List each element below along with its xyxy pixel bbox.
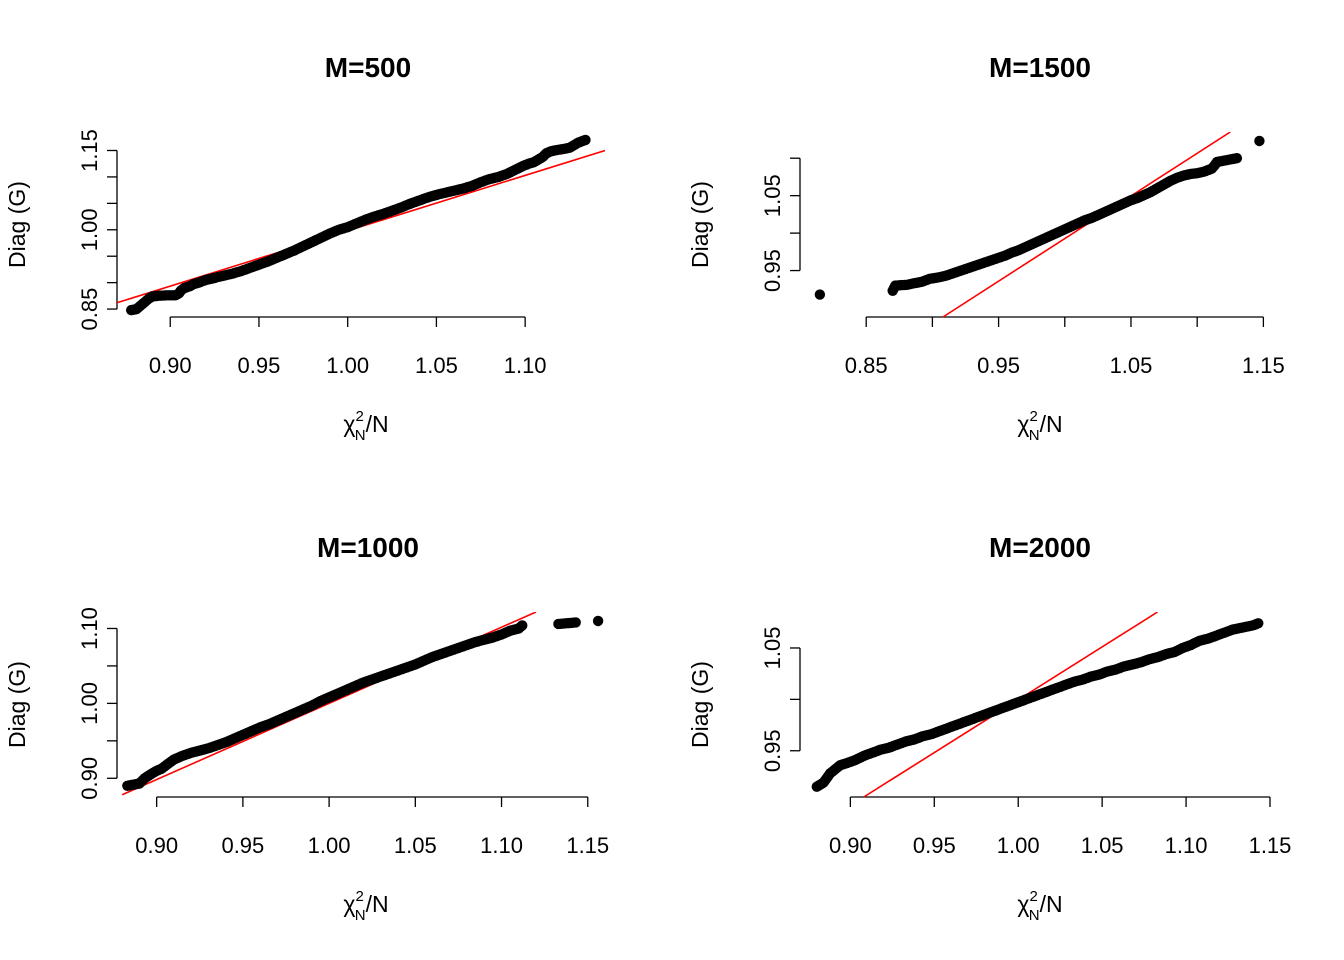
x-tick-label: 1.00 bbox=[308, 833, 351, 858]
data-points bbox=[122, 615, 604, 791]
y-tick-label: 0.90 bbox=[77, 757, 102, 800]
x-tick-label: 1.05 bbox=[415, 353, 458, 378]
x-tick-label: 1.00 bbox=[997, 833, 1040, 858]
panel-m-1000: M=1000 0.90 0.95 1.00 1.05 1.10 1.15 0.90 1.00 1.… bbox=[4, 532, 609, 924]
x-axis-label: χ2 N/N bbox=[343, 408, 388, 444]
x-axis-label: χ2 N/N bbox=[1017, 408, 1062, 444]
x-tick-label: 0.95 bbox=[221, 833, 264, 858]
x-tick-label: 0.90 bbox=[149, 353, 192, 378]
y-tick-label: 1.00 bbox=[77, 682, 102, 725]
y-axis-label: Diag (G) bbox=[687, 181, 713, 268]
x-tick-label: 1.05 bbox=[394, 833, 437, 858]
data-point bbox=[570, 617, 581, 628]
x-tick-label: 1.10 bbox=[480, 833, 523, 858]
x-tick-label: 1.05 bbox=[1081, 833, 1124, 858]
x-tick-label: 0.90 bbox=[829, 833, 872, 858]
x-tick-label: 1.15 bbox=[1242, 353, 1285, 378]
data-point bbox=[1254, 135, 1265, 147]
x-tick-label: 0.95 bbox=[913, 833, 956, 858]
y-axis-label: Diag (G) bbox=[4, 181, 30, 268]
x-tick-label: 1.05 bbox=[1110, 353, 1153, 378]
y-tick-label: 1.15 bbox=[77, 129, 102, 172]
x-tick-label: 0.95 bbox=[238, 353, 281, 378]
panel-title: M=1000 bbox=[317, 532, 419, 563]
x-tick-label: 0.90 bbox=[135, 833, 178, 858]
x-tick-label: 1.15 bbox=[1249, 833, 1292, 858]
data-points bbox=[814, 135, 1265, 300]
panel-title: M=2000 bbox=[989, 532, 1091, 563]
data-point bbox=[517, 620, 528, 631]
data-point bbox=[1231, 153, 1243, 164]
panel-title: M=1500 bbox=[989, 52, 1091, 83]
y-axis-label: Diag (G) bbox=[687, 661, 713, 748]
x-tick-label: 0.85 bbox=[845, 353, 888, 378]
panel-m-500: M=500 0.90 0.95 1.00 1.05 1.10 0.85 1.00 1.15 Dia… bbox=[4, 52, 605, 444]
x-tick-label: 1.00 bbox=[326, 353, 369, 378]
x-tick-label: 1.10 bbox=[1165, 833, 1208, 858]
x-tick-label: 0.95 bbox=[977, 353, 1020, 378]
panel-m-2000: M=2000 0.90 0.95 1.00 1.05 1.10 1.15 0.95 1.05 Di… bbox=[687, 532, 1291, 924]
data-point bbox=[592, 615, 604, 627]
y-tick-label: 1.00 bbox=[77, 208, 102, 251]
y-axis-label: Diag (G) bbox=[4, 661, 30, 748]
y-tick-label: 0.85 bbox=[77, 288, 102, 331]
y-tick-label: 1.05 bbox=[760, 627, 785, 670]
x-tick-label: 1.15 bbox=[566, 833, 609, 858]
panel-title: M=500 bbox=[325, 52, 411, 83]
data-points bbox=[125, 134, 591, 316]
y-tick-label: 0.95 bbox=[760, 729, 785, 772]
x-axis-label: χ2 N/N bbox=[343, 888, 388, 924]
y-tick-label: 1.10 bbox=[77, 607, 102, 650]
panel-m-1500: M=1500 0.85 0.95 1.05 1.15 0.95 1.05 Diag (G) χ2… bbox=[687, 52, 1285, 444]
y-tick-label: 1.05 bbox=[760, 174, 785, 217]
data-point bbox=[580, 134, 591, 146]
x-tick-label: 1.10 bbox=[504, 353, 547, 378]
x-axis-label: χ2 N/N bbox=[1017, 888, 1062, 924]
y-tick-label: 0.95 bbox=[760, 249, 785, 292]
data-point bbox=[1253, 618, 1264, 629]
data-point bbox=[814, 289, 826, 300]
data-points bbox=[811, 618, 1264, 792]
